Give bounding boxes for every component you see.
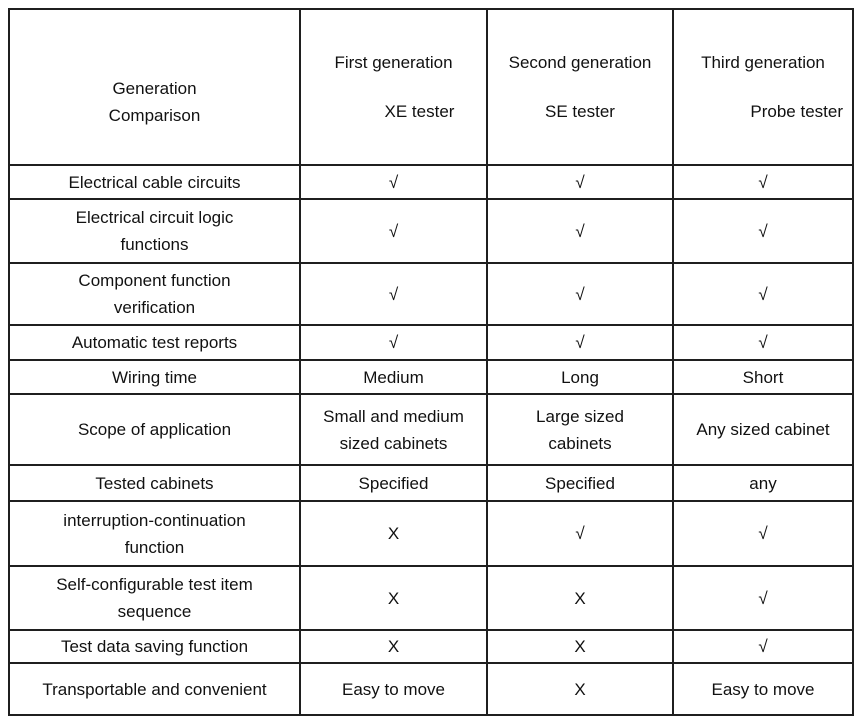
value-cell: Short — [672, 359, 854, 396]
table-row: Transportable and convenient Easy to mov… — [8, 662, 854, 716]
value-cell: √ — [672, 198, 854, 265]
column-header-third-generation: Third generation Probe tester — [672, 7, 854, 167]
generation-comparison-table: Generation Comparison First generation X… — [8, 7, 854, 716]
value-cell: X — [486, 565, 674, 632]
value-cell: √ — [672, 324, 854, 362]
row-label-cell: Self-configurable test item sequence — [8, 565, 301, 632]
table-row: Scope of application Small and medium si… — [8, 393, 854, 467]
row-label-cell: interruption-continuation function — [8, 500, 301, 568]
corner-header-line1: Generation — [112, 78, 197, 98]
value-cell: Easy to move — [672, 662, 854, 716]
row-label-cell: Test data saving function — [8, 629, 301, 665]
table-row: Electrical cable circuits √ √ √ — [8, 164, 854, 201]
table-row: Automatic test reports √ √ √ — [8, 324, 854, 362]
row-label-cell: Scope of application — [8, 393, 301, 467]
table-row: interruption-continuation function X √ √ — [8, 500, 854, 568]
value-cell: Large sized cabinets — [486, 393, 674, 467]
value-cell: √ — [672, 164, 854, 201]
value-cell: √ — [672, 629, 854, 665]
corner-header-line2: Comparison — [108, 106, 201, 125]
table-row: Component function verification √ √ √ — [8, 262, 854, 327]
value-cell: Long — [486, 359, 674, 396]
row-label-cell: Wiring time — [8, 359, 301, 396]
tester-label: Probe tester — [750, 102, 843, 121]
table-row: Electrical circuit logic functions √ √ √ — [8, 198, 854, 265]
value-cell: Medium — [299, 359, 488, 396]
value-cell: √ — [672, 500, 854, 568]
value-cell: X — [299, 500, 488, 568]
value-cell: √ — [672, 262, 854, 327]
corner-header-cell: Generation Comparison — [8, 7, 301, 167]
value-cell: √ — [299, 164, 488, 201]
row-label-cell: Electrical circuit logic functions — [8, 198, 301, 265]
value-cell: X — [299, 565, 488, 632]
value-cell: Any sized cabinet — [672, 393, 854, 467]
value-cell: √ — [486, 324, 674, 362]
value-cell: X — [299, 629, 488, 665]
column-header-first-generation: First generation XE tester — [299, 7, 488, 167]
value-cell: √ — [299, 324, 488, 362]
value-cell: X — [486, 662, 674, 716]
table-row: Tested cabinets Specified Specified any — [8, 464, 854, 503]
value-cell: Specified — [299, 464, 488, 503]
row-label-cell: Component function verification — [8, 262, 301, 327]
value-cell: Small and medium sized cabinets — [299, 393, 488, 467]
generation-label: Third generation — [701, 53, 825, 73]
value-cell: √ — [486, 198, 674, 265]
tester-label: SE tester — [545, 102, 615, 121]
value-cell: √ — [486, 500, 674, 568]
value-cell: Specified — [486, 464, 674, 503]
value-cell: any — [672, 464, 854, 503]
row-label-cell: Tested cabinets — [8, 464, 301, 503]
table-row: Test data saving function X X √ — [8, 629, 854, 665]
table-row: Wiring time Medium Long Short — [8, 359, 854, 396]
table-row: Self-configurable test item sequence X X… — [8, 565, 854, 632]
row-label-cell: Electrical cable circuits — [8, 164, 301, 201]
generation-label: Second generation — [508, 53, 652, 73]
value-cell: √ — [299, 262, 488, 327]
value-cell: √ — [672, 565, 854, 632]
value-cell: Easy to move — [299, 662, 488, 716]
column-header-second-generation: Second generation SE tester — [486, 7, 674, 167]
generation-label: First generation — [334, 53, 453, 73]
row-label-cell: Automatic test reports — [8, 324, 301, 362]
value-cell: √ — [486, 164, 674, 201]
header-row: Generation Comparison First generation X… — [8, 7, 854, 167]
value-cell: X — [486, 629, 674, 665]
tester-label: XE tester — [384, 102, 455, 121]
value-cell: √ — [486, 262, 674, 327]
row-label-cell: Transportable and convenient — [8, 662, 301, 716]
value-cell: √ — [299, 198, 488, 265]
